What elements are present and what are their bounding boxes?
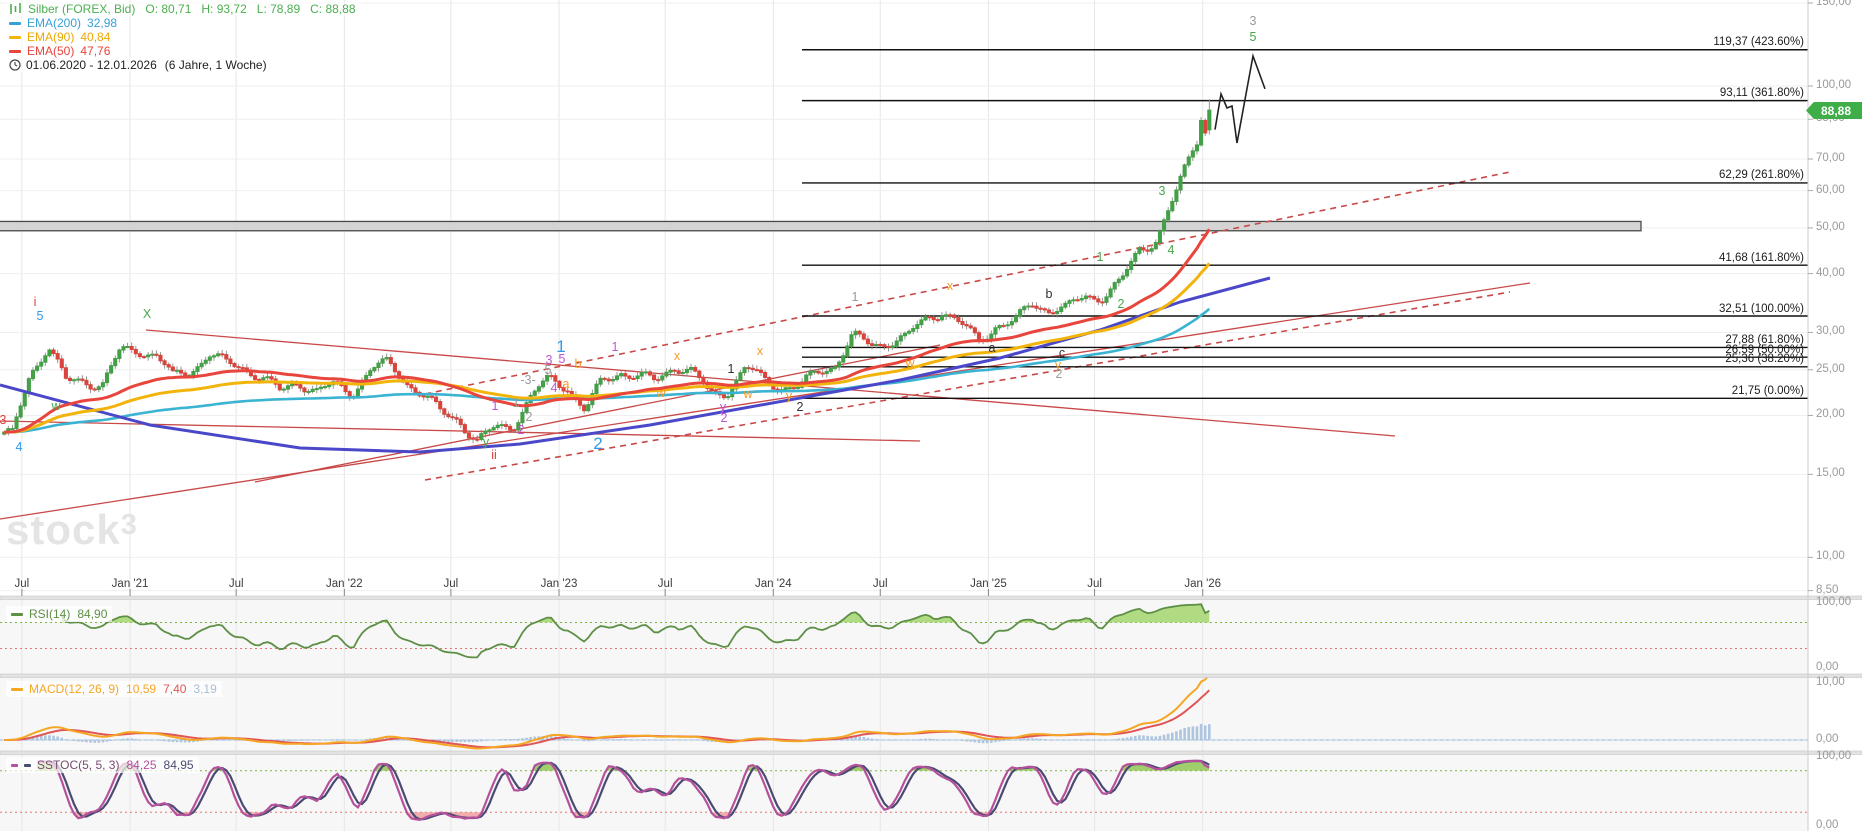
chart-legend: Silber (FOREX, Bid) O: 80,71 H: 93,72 L:… [6, 2, 362, 72]
date-range: 01.06.2020 - 12.01.2026 [26, 58, 157, 72]
watermark-text: stock [6, 506, 121, 553]
rsi-label: RSI(14) [29, 607, 71, 621]
watermark-sup: 3 [120, 509, 138, 541]
candlestick-icon [9, 3, 22, 15]
macd-pane-header[interactable]: MACD(12, 26, 9) 10,59 7,40 3,19 [6, 681, 222, 697]
macd-value-2: 7,40 [163, 682, 187, 696]
sstoc-value-2: 84,95 [163, 758, 194, 772]
rsi-pane-header[interactable]: RSI(14) 84,90 [6, 606, 113, 622]
ema50-label: EMA(50) [27, 44, 75, 58]
ema90-swatch-icon [9, 35, 21, 39]
clock-icon [9, 59, 21, 71]
ema90-label: EMA(90) [27, 30, 75, 44]
legend-range-row: 01.06.2020 - 12.01.2026 (6 Jahre, 1 Woch… [6, 58, 273, 72]
symbol-title[interactable]: Silber (FOREX, Bid) [28, 2, 136, 16]
ohlc-low: L: 78,89 [256, 2, 301, 16]
date-range-note: (6 Jahre, 1 Woche) [164, 58, 267, 72]
legend-ema90-row[interactable]: EMA(90) 40,84 [6, 30, 117, 44]
legend-symbol-row: Silber (FOREX, Bid) O: 80,71 H: 93,72 L:… [6, 2, 362, 16]
sstoc-k-swatch-icon [11, 763, 18, 767]
last-price-badge: 88,88 [1806, 102, 1862, 119]
macd-value-3: 3,19 [193, 682, 217, 696]
legend-ema50-row[interactable]: EMA(50) 47,76 [6, 44, 117, 58]
ema50-swatch-icon [9, 49, 21, 53]
stock3-watermark-logo: stock3 [6, 506, 138, 554]
rsi-value: 84,90 [77, 607, 108, 621]
ema90-value: 40,84 [80, 30, 111, 44]
ohlc-open: O: 80,71 [145, 2, 192, 16]
sstoc-pane-header[interactable]: SSTOC(5, 5, 3) 84,25 84,95 [6, 757, 199, 773]
rsi-swatch-icon [11, 612, 23, 616]
sstoc-label: SSTOC(5, 5, 3) [37, 758, 120, 772]
ema200-value: 32,98 [87, 16, 118, 30]
ema200-label: EMA(200) [27, 16, 82, 30]
legend-ema200-row[interactable]: EMA(200) 32,98 [6, 16, 124, 30]
ohlc-high: H: 93,72 [201, 2, 247, 16]
macd-label: MACD(12, 26, 9) [29, 682, 120, 696]
macd-swatch-icon [11, 687, 23, 691]
macd-value-1: 10,59 [126, 682, 157, 696]
ema50-value: 47,76 [80, 44, 111, 58]
ohlc-close: C: 88,88 [310, 2, 356, 16]
sstoc-d-swatch-icon [24, 763, 31, 767]
ema200-swatch-icon [9, 21, 21, 25]
sstoc-value-1: 84,25 [126, 758, 157, 772]
